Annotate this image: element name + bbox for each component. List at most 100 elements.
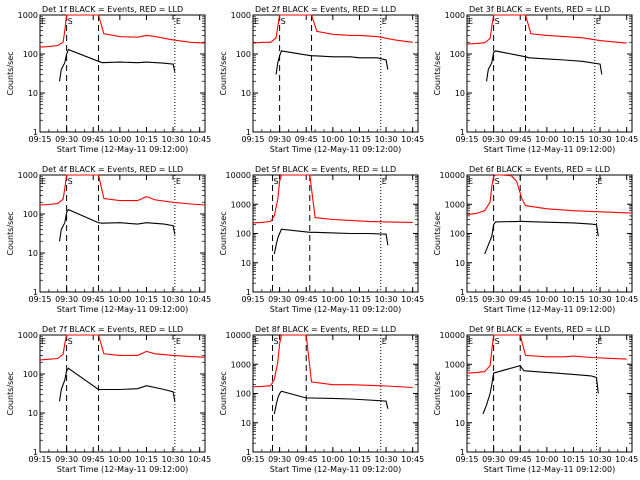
y-tick-label: 10 bbox=[455, 419, 465, 428]
x-tick-label: 10:15 bbox=[348, 135, 371, 144]
marker-label: E bbox=[598, 337, 603, 346]
x-tick-label: 10:45 bbox=[615, 135, 638, 144]
series-line-lld bbox=[252, 334, 413, 389]
series-line-lld bbox=[252, 174, 413, 224]
chart-title: Det 3f BLACK = Events, RED = LLD bbox=[469, 5, 610, 14]
series-line-events bbox=[275, 50, 389, 75]
marker-label: S bbox=[281, 17, 286, 26]
marker-label: E bbox=[41, 17, 46, 26]
y-axis-label: Counts/sec bbox=[433, 371, 442, 415]
x-tick-label: 10:15 bbox=[135, 295, 158, 304]
x-tick-label: 10:00 bbox=[108, 455, 131, 464]
y-tick-label: 100 bbox=[23, 210, 38, 219]
x-tick-label: 10:15 bbox=[348, 455, 371, 464]
series-line-lld bbox=[466, 334, 627, 374]
chart-panel-4: Det 4f BLACK = Events, RED = LLD 1 10 100 10… bbox=[6, 165, 211, 314]
series-line-lld bbox=[466, 174, 633, 215]
series-line-events bbox=[273, 390, 389, 415]
y-tick-label: 100 bbox=[23, 370, 38, 379]
series-line-lld bbox=[252, 14, 413, 44]
y-tick-label: 1 bbox=[460, 128, 465, 137]
x-axis-label: Start Time (12-May-11 09:12:00) bbox=[484, 305, 615, 314]
x-tick-label: 10:30 bbox=[162, 295, 185, 304]
y-tick-label: 1000 bbox=[445, 11, 465, 20]
chart-panel-6: Det 6f BLACK = Events, RED = LLD 1 10 100 10… bbox=[433, 165, 638, 314]
y-axis-label: Counts/sec bbox=[433, 211, 442, 255]
series-line-lld bbox=[466, 14, 627, 45]
chart-panel-8: Det 8f BLACK = Events, RED = LLD 1 10 100 10… bbox=[219, 325, 424, 474]
x-tick-label: 10:15 bbox=[348, 295, 371, 304]
y-tick-label: 1 bbox=[246, 128, 251, 137]
x-tick-label: 09:45 bbox=[295, 455, 318, 464]
marker-label: S bbox=[68, 177, 73, 186]
marker-label: E bbox=[254, 337, 259, 346]
x-tick-label: 09:30 bbox=[55, 135, 78, 144]
x-tick-label: 10:15 bbox=[562, 295, 585, 304]
x-tick-label: 09:45 bbox=[509, 135, 532, 144]
y-tick-label: 10 bbox=[455, 259, 465, 268]
x-axis-label: Start Time (12-May-11 09:12:00) bbox=[484, 145, 615, 154]
y-tick-label: 10000 bbox=[440, 331, 465, 340]
x-tick-label: 09:15 bbox=[241, 455, 264, 464]
x-axis-label: Start Time (12-May-11 09:12:00) bbox=[57, 145, 188, 154]
chart-panel-2: Det 2f BLACK = Events, RED = LLD 1 10 100 10… bbox=[219, 5, 424, 154]
x-axis-label: Start Time (12-May-11 09:12:00) bbox=[484, 465, 615, 474]
y-tick-label: 100 bbox=[236, 390, 251, 399]
x-tick-label: 10:00 bbox=[535, 455, 558, 464]
x-tick-label: 10:45 bbox=[188, 135, 211, 144]
y-tick-label: 1000 bbox=[231, 360, 251, 369]
chart-panel-5: Det 5f BLACK = Events, RED = LLD 1 10 100 10… bbox=[219, 165, 424, 314]
x-tick-label: 10:30 bbox=[375, 135, 398, 144]
plot-frame bbox=[252, 334, 419, 453]
y-axis-label: Counts/sec bbox=[219, 51, 228, 95]
marker-label: E bbox=[468, 337, 473, 346]
series-line-lld bbox=[39, 174, 206, 206]
chart-title: Det 8f BLACK = Events, RED = LLD bbox=[255, 325, 396, 334]
y-axis-label: Counts/sec bbox=[6, 371, 15, 415]
series-line-lld bbox=[39, 14, 206, 48]
marker-label: E bbox=[41, 337, 46, 346]
x-tick-label: 10:15 bbox=[135, 455, 158, 464]
marker-label: E bbox=[596, 17, 601, 26]
marker-label: E bbox=[382, 17, 387, 26]
marker-label: S bbox=[274, 337, 279, 346]
marker-label: S bbox=[495, 177, 500, 186]
x-tick-label: 09:15 bbox=[28, 135, 51, 144]
y-tick-label: 100 bbox=[23, 50, 38, 59]
y-axis-label: Counts/sec bbox=[433, 51, 442, 95]
x-tick-label: 10:45 bbox=[615, 455, 638, 464]
x-tick-label: 10:30 bbox=[589, 295, 612, 304]
chart-title: Det 7f BLACK = Events, RED = LLD bbox=[42, 325, 183, 334]
y-tick-label: 10 bbox=[28, 89, 38, 98]
marker-label: E bbox=[41, 177, 46, 186]
plot-frame bbox=[466, 14, 633, 133]
y-tick-label: 1 bbox=[33, 448, 38, 457]
x-tick-label: 10:30 bbox=[589, 455, 612, 464]
marker-label: E bbox=[382, 177, 387, 186]
x-tick-label: 09:30 bbox=[482, 135, 505, 144]
x-tick-label: 10:30 bbox=[162, 135, 185, 144]
x-tick-label: 09:45 bbox=[82, 135, 105, 144]
y-tick-label: 1000 bbox=[445, 200, 465, 209]
x-tick-label: 10:00 bbox=[321, 135, 344, 144]
x-tick-label: 10:45 bbox=[188, 295, 211, 304]
x-tick-label: 10:00 bbox=[321, 455, 344, 464]
x-tick-label: 09:15 bbox=[455, 135, 478, 144]
series-line-events bbox=[485, 50, 603, 82]
x-tick-label: 10:00 bbox=[535, 295, 558, 304]
x-tick-label: 10:45 bbox=[615, 295, 638, 304]
x-tick-label: 10:45 bbox=[188, 455, 211, 464]
series-line-events bbox=[273, 228, 389, 255]
x-tick-label: 09:45 bbox=[295, 135, 318, 144]
chart-panel-1: Det 1f BLACK = Events, RED = LLD 1 10 100 10… bbox=[6, 5, 211, 154]
y-tick-label: 10000 bbox=[226, 171, 251, 180]
y-tick-label: 1000 bbox=[231, 11, 251, 20]
chart-title: Det 5f BLACK = Events, RED = LLD bbox=[255, 165, 396, 174]
chart-title: Det 1f BLACK = Events, RED = LLD bbox=[42, 5, 183, 14]
y-axis-label: Counts/sec bbox=[219, 211, 228, 255]
chart-title: Det 9f BLACK = Events, RED = LLD bbox=[469, 325, 610, 334]
x-tick-label: 10:00 bbox=[108, 135, 131, 144]
x-tick-label: 10:30 bbox=[589, 135, 612, 144]
y-tick-label: 1000 bbox=[18, 331, 38, 340]
